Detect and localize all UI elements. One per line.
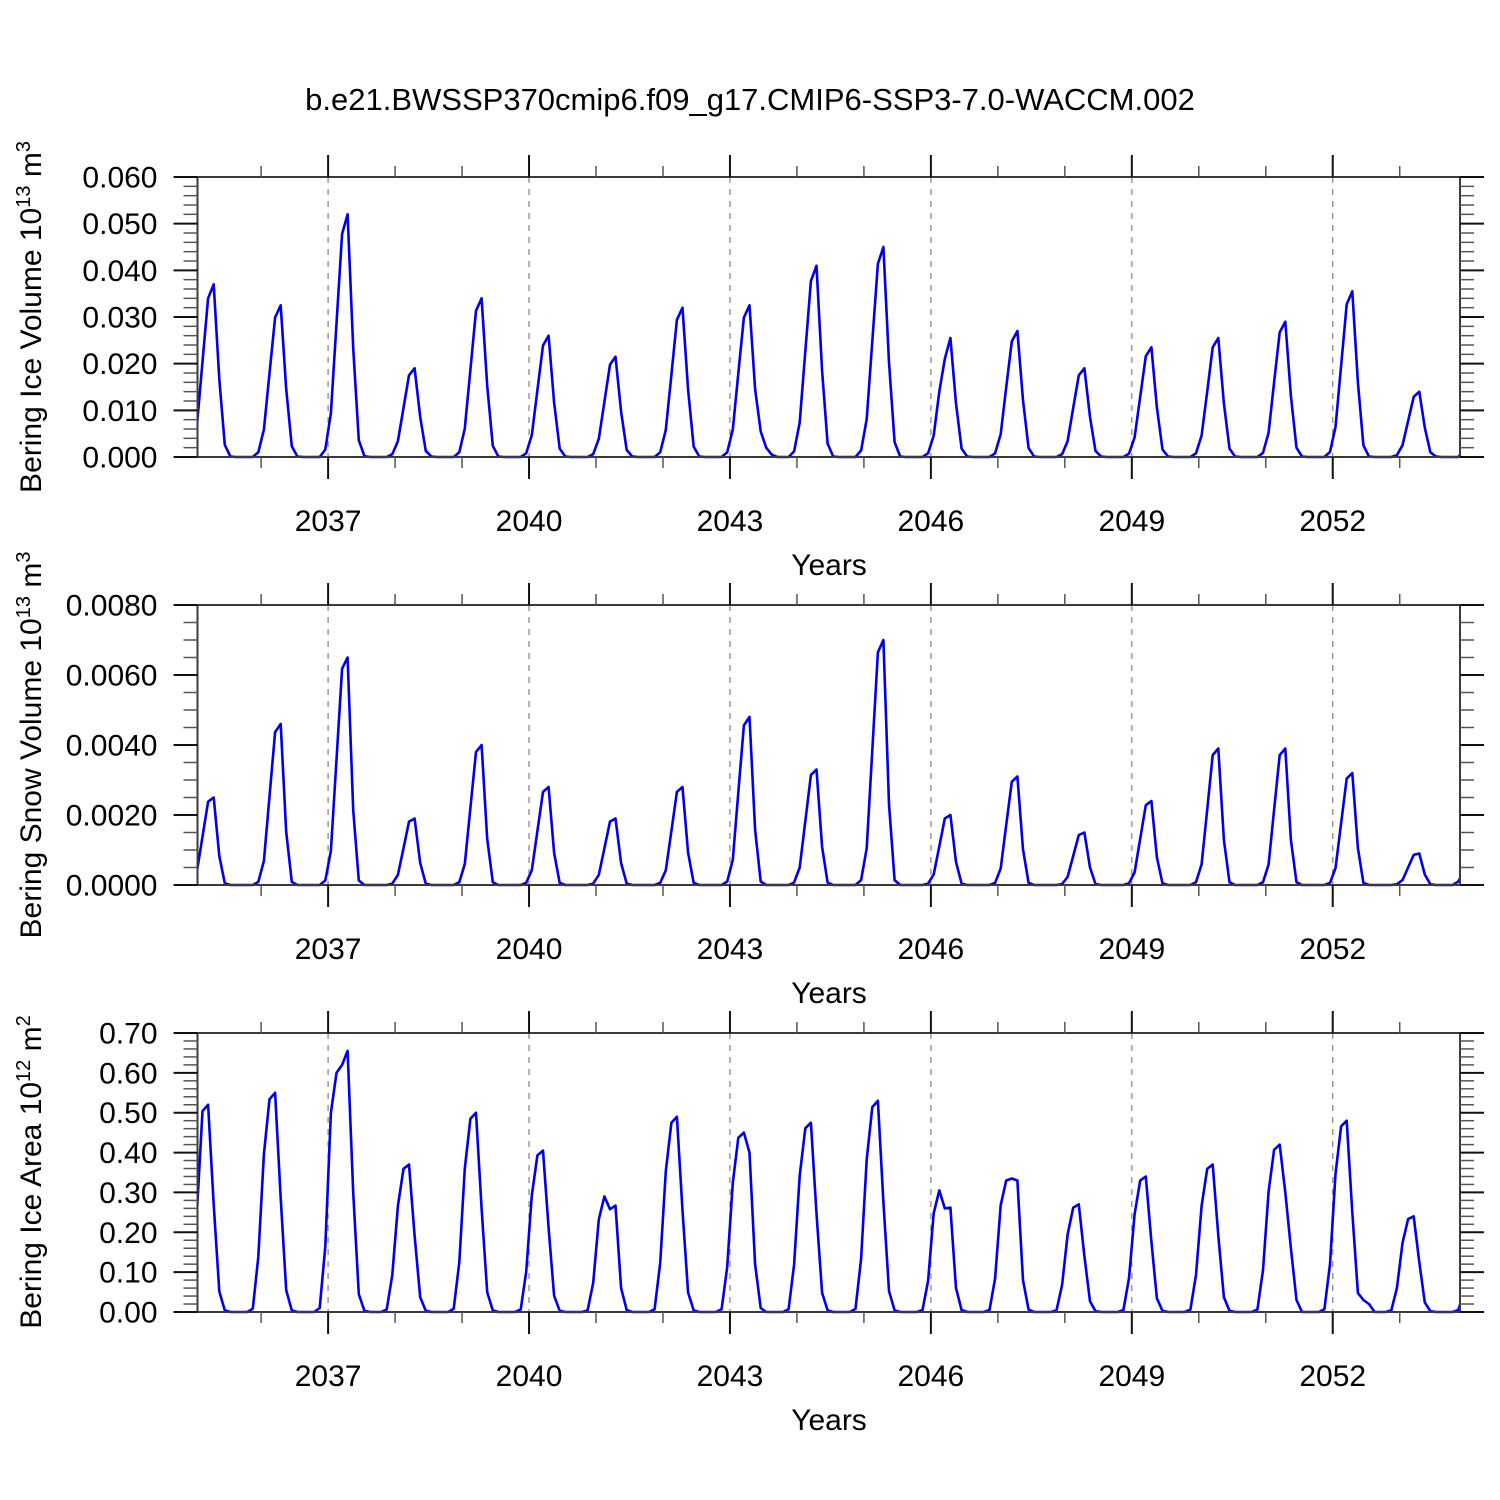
- x-axis-title-panel2: Years: [791, 977, 867, 1010]
- y-axis-title-unit-exponent: 3: [13, 551, 35, 563]
- y-tick-label-0.00: 0.00: [99, 1297, 157, 1330]
- y-tick-label-0.20: 0.20: [99, 1217, 157, 1250]
- x-tick-label-2052: 2052: [1299, 933, 1366, 966]
- series-line-bering-ice-area: [197, 1049, 1460, 1314]
- x-tick-label-2040: 2040: [496, 505, 563, 538]
- y-tick-label-0.10: 0.10: [99, 1257, 157, 1290]
- x-tick-label-2037: 2037: [295, 1360, 362, 1393]
- x-tick-label-2052: 2052: [1299, 505, 1366, 538]
- y-tick-label-0.0080: 0.0080: [66, 590, 158, 623]
- x-tick-label-2049: 2049: [1098, 1360, 1165, 1393]
- x-tick-label-2046: 2046: [898, 1360, 965, 1393]
- y-axis-title-ice-volume: Bering Ice Volume 1013 m3: [13, 141, 49, 493]
- x-tick-label-2037: 2037: [295, 933, 362, 966]
- chart-title: b.e21.BWSSP370cmip6.f09_g17.CMIP6-SSP3-7…: [305, 82, 1195, 117]
- y-axis-title-text: Bering Snow Volume 10: [15, 618, 48, 939]
- y-tick-label-0.010: 0.010: [82, 395, 157, 428]
- y-axis-title-exponent: 13: [13, 185, 35, 208]
- x-tick-label-2049: 2049: [1098, 505, 1165, 538]
- x-tick-label-2046: 2046: [898, 933, 965, 966]
- x-tick-label-2040: 2040: [496, 1360, 563, 1393]
- y-tick-label-0.020: 0.020: [82, 348, 157, 381]
- y-tick-label-0.0040: 0.0040: [66, 730, 158, 763]
- y-axis-title-exponent: 13: [13, 596, 35, 619]
- y-tick-label-0.60: 0.60: [99, 1057, 157, 1090]
- x-axis-title-panel3: Years: [791, 1404, 867, 1437]
- y-tick-label-0.060: 0.060: [82, 162, 157, 195]
- y-tick-label-0.50: 0.50: [99, 1097, 157, 1130]
- y-axis-title-unit: m: [15, 152, 48, 186]
- x-axis-title-panel1: Years: [791, 549, 867, 582]
- y-axis-title-unit-exponent: 2: [13, 1015, 35, 1027]
- x-tick-label-2043: 2043: [697, 1360, 764, 1393]
- y-tick-label-0.30: 0.30: [99, 1177, 157, 1210]
- y-tick-label-0.40: 0.40: [99, 1137, 157, 1170]
- x-tick-label-2037: 2037: [295, 505, 362, 538]
- y-tick-label-0.0020: 0.0020: [66, 800, 158, 833]
- y-axis-title-unit-exponent: 3: [13, 141, 35, 153]
- y-axis-title-snow-volume: Bering Snow Volume 1013 m3: [13, 551, 49, 939]
- y-tick-label-0.70: 0.70: [99, 1018, 157, 1051]
- y-tick-label-0.030: 0.030: [82, 302, 157, 335]
- y-axis-title-unit: m: [15, 562, 48, 596]
- y-axis-title-exponent: 12: [13, 1059, 35, 1082]
- plot-frame-bering-ice-area: [196, 1032, 1461, 1313]
- x-tick-label-2049: 2049: [1098, 933, 1165, 966]
- x-tick-label-2040: 2040: [496, 933, 563, 966]
- y-tick-label-0.000: 0.000: [82, 442, 157, 475]
- y-axis-title-ice-area: Bering Ice Area 1012 m2: [13, 1015, 49, 1329]
- y-axis-title-text: Bering Ice Area 10: [15, 1081, 48, 1329]
- y-axis-title-unit: m: [15, 1026, 48, 1060]
- series-line-bering-ice-volume: [197, 213, 1460, 459]
- series-line-bering-snow-volume: [197, 638, 1460, 887]
- x-tick-label-2043: 2043: [697, 933, 764, 966]
- y-tick-label-0.0060: 0.0060: [66, 660, 158, 693]
- y-axis-title-text: Bering Ice Volume 10: [15, 207, 48, 493]
- x-tick-label-2052: 2052: [1299, 1360, 1366, 1393]
- y-tick-label-0.040: 0.040: [82, 255, 157, 288]
- y-tick-label-0.0000: 0.0000: [66, 870, 158, 903]
- y-tick-label-0.050: 0.050: [82, 208, 157, 241]
- x-tick-label-2043: 2043: [697, 505, 764, 538]
- x-tick-label-2046: 2046: [898, 505, 965, 538]
